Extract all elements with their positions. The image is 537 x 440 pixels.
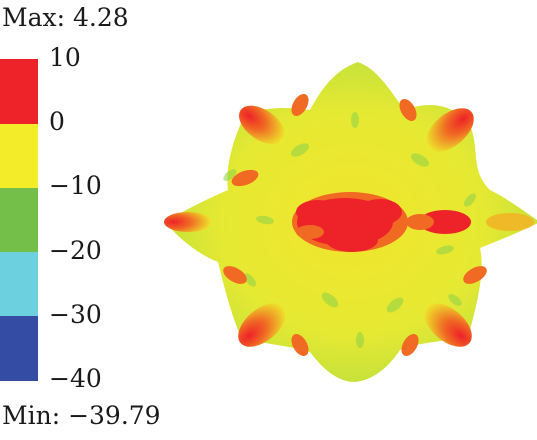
color-scale-bar [0, 59, 38, 381]
pattern-main-beam [292, 192, 471, 252]
scale-tick-label: 0 [49, 107, 65, 136]
min-value-label: Min: −39.79 [2, 401, 161, 430]
color-scale-segment-cyan [0, 252, 38, 316]
color-scale-segment-blue [0, 316, 38, 381]
color-scale-segment-red [0, 59, 38, 124]
scale-tick-label: −10 [49, 171, 102, 200]
color-scale-segment-green [0, 188, 38, 252]
max-value-label: Max: 4.28 [2, 3, 129, 32]
pattern-outer-lobes [164, 94, 534, 356]
scale-tick-label: −20 [49, 236, 102, 265]
pattern-texture [223, 112, 476, 348]
scale-tick-label: −40 [49, 364, 102, 393]
scale-tick-label: −30 [49, 300, 102, 329]
scale-tick-label: 10 [49, 43, 81, 72]
radiation-pattern-3d-plot [164, 62, 537, 382]
color-scale-segment-yellow [0, 124, 38, 188]
